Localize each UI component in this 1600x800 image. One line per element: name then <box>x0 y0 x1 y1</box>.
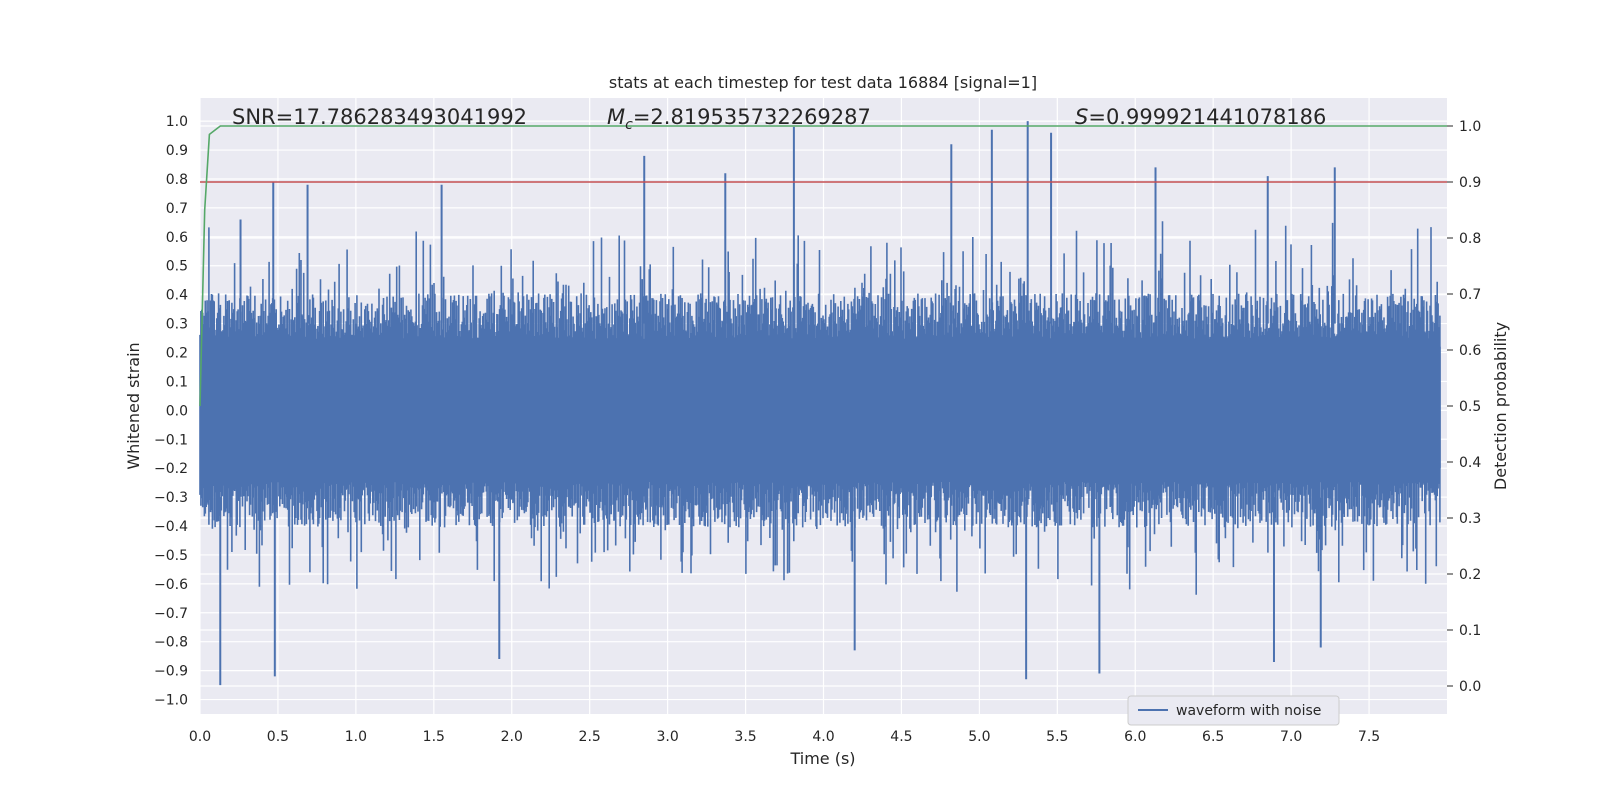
y-left-axis-label: Whitened strain <box>124 342 143 469</box>
y-left-tick-label: 0.2 <box>166 345 188 361</box>
y-left-tick-label: −0.4 <box>154 519 188 535</box>
y-right-tick-label: 0.4 <box>1459 455 1481 471</box>
y-left-tick-label: 0.3 <box>166 317 188 333</box>
x-tick-label: 0.5 <box>267 729 289 745</box>
y-right-tick-label: 0.0 <box>1459 679 1481 695</box>
x-tick-label: 1.0 <box>345 729 367 745</box>
detection-statistic-symbol: S <box>1075 105 1088 129</box>
x-tick-label: 0.0 <box>189 729 211 745</box>
x-tick-label: 7.5 <box>1358 729 1380 745</box>
y-left-tick-label: −0.9 <box>154 664 188 680</box>
x-tick-label: 5.0 <box>968 729 990 745</box>
chirp-mass-annotation: Mc=2.819535732269287 <box>607 105 871 133</box>
y-right-axis-ticks: 1.0 0.9 0.8 0.7 0.6 0.5 0.4 0.3 0.2 0.1 0.0 <box>1447 119 1481 695</box>
y-left-tick-label: −0.7 <box>154 606 188 622</box>
y-left-tick-label: −0.5 <box>154 548 188 564</box>
y-right-tick-label: 0.7 <box>1459 287 1481 303</box>
y-left-tick-label: −1.0 <box>154 693 188 709</box>
y-left-tick-label: −0.1 <box>154 432 188 448</box>
detection-statistic-annotation: S=0.999921441078186 <box>1075 105 1326 129</box>
y-left-tick-label: 1.0 <box>166 114 188 130</box>
x-tick-label: 4.5 <box>890 729 912 745</box>
y-right-tick-label: 1.0 <box>1459 119 1481 135</box>
detection-probability-line <box>199 125 1447 407</box>
y-left-tick-label: −0.6 <box>154 577 188 593</box>
y-left-tick-label: 0.7 <box>166 201 188 217</box>
x-tick-label: 4.0 <box>812 729 834 745</box>
legend-label: waveform with noise <box>1176 703 1321 719</box>
y-right-tick-label: 0.8 <box>1459 231 1481 247</box>
x-tick-label: 6.0 <box>1124 729 1146 745</box>
y-left-tick-label: −0.2 <box>154 461 188 477</box>
legend-box <box>1127 695 1340 726</box>
x-tick-label: 3.0 <box>656 729 678 745</box>
x-tick-label: 5.5 <box>1046 729 1068 745</box>
y-right-tick-label: 0.3 <box>1459 511 1481 527</box>
snr-annotation: SNR=17.786283493041992 <box>232 105 527 129</box>
y-right-tick-label: 0.5 <box>1459 399 1481 415</box>
x-tick-label: 7.0 <box>1280 729 1302 745</box>
y-right-tick-label: 0.1 <box>1459 623 1481 639</box>
y-left-tick-label: 0.8 <box>166 172 188 188</box>
y-right-tick-label: 0.2 <box>1459 567 1481 583</box>
x-tick-label: 1.5 <box>423 729 445 745</box>
y-left-tick-label: 0.0 <box>166 403 188 419</box>
waveform-series <box>199 121 1441 686</box>
x-tick-label: 6.5 <box>1202 729 1224 745</box>
x-axis-label: Time (s) <box>789 749 855 768</box>
chirp-mass-value: =2.819535732269287 <box>633 105 871 129</box>
y-left-tick-label: −0.8 <box>154 635 188 651</box>
y-right-axis-label: Detection probability <box>1491 322 1510 490</box>
chart-title: stats at each timestep for test data 168… <box>609 73 1037 92</box>
y-right-tick-label: 0.6 <box>1459 343 1481 359</box>
y-left-tick-label: 0.9 <box>166 143 188 159</box>
chirp-mass-symbol: M <box>607 105 625 129</box>
probability-series <box>199 125 1447 407</box>
y-left-tick-label: 0.4 <box>166 288 188 304</box>
detection-statistic-value: =0.999921441078186 <box>1088 105 1326 129</box>
y-right-tick-label: 0.9 <box>1459 175 1481 191</box>
y-left-axis-ticks: 1.0 0.9 0.8 0.7 0.6 0.5 0.4 0.3 0.2 0.1 0.0 −0.1 −0.… <box>154 114 188 708</box>
legend: waveform with noise <box>1127 695 1340 726</box>
y-left-tick-label: 0.6 <box>166 230 188 246</box>
chirp-mass-subscript: c <box>625 117 633 133</box>
x-axis-ticks: 0.0 0.5 1.0 1.5 2.0 2.5 3.0 3.5 4.0 4.5 5.0 5.5 6.0 6… <box>189 729 1380 745</box>
x-tick-label: 3.5 <box>734 729 756 745</box>
x-tick-label: 2.5 <box>579 729 601 745</box>
y-left-tick-label: 0.1 <box>166 374 188 390</box>
y-left-tick-label: 0.5 <box>166 259 188 275</box>
x-tick-label: 2.0 <box>501 729 523 745</box>
y-left-tick-label: −0.3 <box>154 490 188 506</box>
waveform-core <box>200 346 1441 469</box>
